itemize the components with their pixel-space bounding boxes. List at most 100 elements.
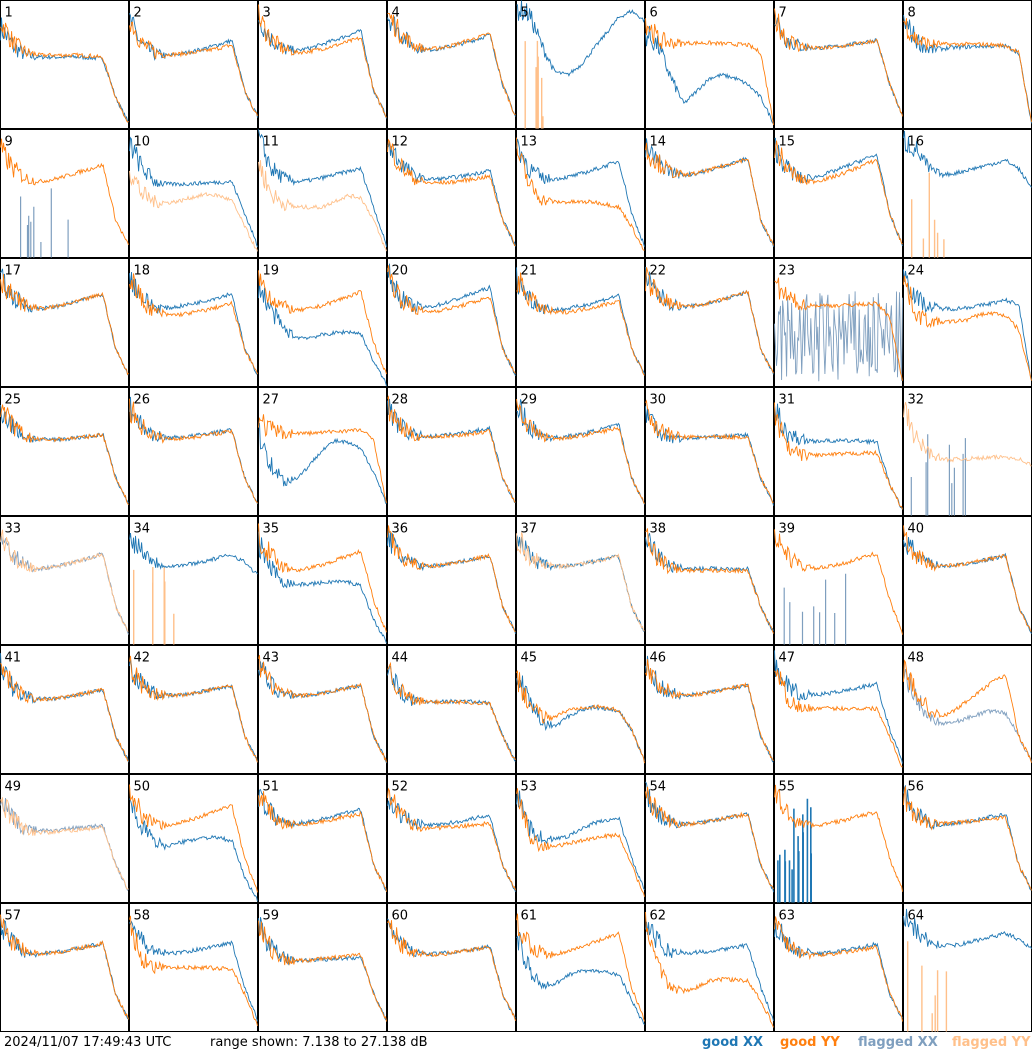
series-xx-line [903, 785, 1032, 891]
panel-label: 8 [908, 6, 916, 21]
panel-frame [387, 516, 516, 645]
panel-label: 58 [134, 909, 151, 924]
series-yy-line [129, 21, 258, 117]
series-yy-line [774, 277, 903, 381]
series-yy-line [903, 275, 1032, 381]
series-xx-line [903, 668, 1032, 763]
panel-frame [645, 645, 774, 774]
panel-label: 46 [650, 651, 667, 666]
panel-label: 24 [908, 264, 925, 279]
panel-label: 19 [263, 264, 280, 279]
panel-label: 5 [521, 6, 529, 21]
panel-frame [774, 516, 903, 645]
panel-label: 9 [5, 135, 13, 150]
series-xx-line [774, 922, 903, 1019]
series-yy-line [645, 528, 774, 634]
series-xx-line [516, 138, 645, 247]
panel-label: 41 [5, 651, 22, 666]
series-xx-line [516, 0, 645, 77]
series-yy-line [516, 532, 645, 632]
series-yy-line [516, 913, 645, 1022]
series-yy-line [387, 138, 516, 247]
panel-frame [129, 0, 258, 129]
series-xx-line [258, 280, 387, 387]
panel-frame [903, 129, 1032, 258]
panel-label: 33 [5, 522, 22, 537]
series-yy-line [774, 529, 903, 635]
panel-frame [387, 258, 516, 387]
panel-label: 38 [650, 522, 667, 537]
panel-frame [516, 903, 645, 1032]
series-yy-line [645, 911, 774, 1028]
panel-label: 13 [521, 135, 538, 150]
legend-flagged-xx: flagged XX [858, 1035, 938, 1050]
panel-frame [387, 774, 516, 903]
series-xx-line [0, 404, 129, 504]
series-xx-line [774, 650, 903, 764]
series-xx-line [903, 130, 1032, 188]
series-yy-line [903, 786, 1032, 891]
series-yy-line [129, 784, 258, 893]
panel-label: 2 [134, 6, 142, 21]
series-yy-line [516, 399, 645, 505]
panel-label: 1 [5, 6, 13, 21]
panel-label: 4 [392, 6, 400, 21]
panel-frame [774, 387, 903, 516]
series-yy-line [129, 915, 258, 1027]
panel-label: 56 [908, 780, 925, 795]
series-yy-spikes [907, 941, 948, 1032]
panel-frame [645, 129, 774, 258]
series-yy-line [129, 170, 258, 252]
series-xx-line [258, 422, 387, 505]
series-yy-line [258, 414, 387, 504]
series-yy-spikes [911, 172, 945, 258]
series-xx-line [387, 141, 516, 247]
series-yy-line [645, 659, 774, 762]
panel-label: 11 [263, 135, 280, 150]
series-yy-line [903, 659, 1032, 763]
series-xx-line [903, 908, 1032, 950]
panel-frame [129, 516, 258, 645]
series-yy-line [774, 784, 903, 892]
series-yy-line [387, 787, 516, 891]
panel-frame [387, 645, 516, 774]
panel-frame [258, 774, 387, 903]
panel-frame [516, 129, 645, 258]
panel-frame [129, 645, 258, 774]
panel-frame [903, 258, 1032, 387]
series-yy-line [387, 661, 516, 761]
panel-label: 52 [392, 780, 409, 795]
series-xx-line [516, 790, 645, 890]
panel-frame [774, 903, 903, 1032]
series-xx-spikes [910, 434, 966, 516]
series-xx-line [129, 798, 258, 902]
panel-frame [645, 258, 774, 387]
series-yy-line [0, 273, 129, 376]
series-yy-line [0, 529, 129, 632]
series-xx-line [645, 25, 774, 124]
panel-label: 29 [521, 393, 538, 408]
series-xx-spikes [783, 573, 847, 645]
series-yy-line [129, 273, 258, 375]
panel-frame [129, 387, 258, 516]
series-yy-line [129, 655, 258, 763]
series-yy-line [0, 797, 129, 890]
series-xx-line [645, 921, 774, 1022]
panel-label: 23 [779, 264, 796, 279]
panel-label: 45 [521, 651, 538, 666]
panel-label: 59 [263, 909, 280, 924]
series-yy-line [0, 138, 129, 245]
panel-frame [258, 645, 387, 774]
series-yy-line [0, 404, 129, 505]
panel-frame [258, 387, 387, 516]
panel-label: 7 [779, 6, 787, 21]
panel-label: 39 [779, 522, 796, 537]
panel-label: 12 [392, 135, 409, 150]
series-xx-line [129, 13, 258, 118]
series-yy-line [516, 272, 645, 376]
series-yy-spikes [524, 40, 544, 129]
panel-label: 34 [134, 522, 151, 537]
panel-frame [903, 387, 1032, 516]
timestamp: 2024/11/07 17:49:43 UTC [4, 1035, 172, 1050]
